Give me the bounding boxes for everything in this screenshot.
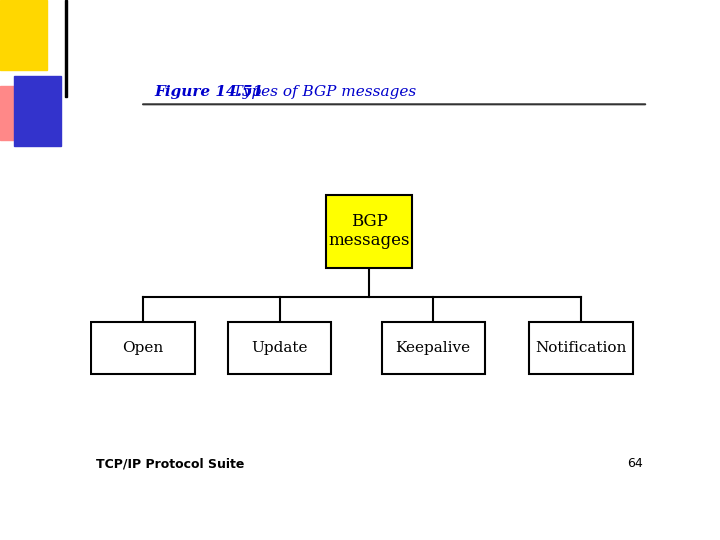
FancyBboxPatch shape — [529, 321, 633, 374]
Text: Notification: Notification — [536, 341, 626, 355]
Text: BGP
messages: BGP messages — [328, 213, 410, 249]
Text: Open: Open — [122, 341, 163, 355]
Text: 64: 64 — [626, 457, 642, 470]
Text: Update: Update — [251, 341, 308, 355]
Text: Types of BGP messages: Types of BGP messages — [218, 85, 417, 99]
Text: TCP/IP Protocol Suite: TCP/IP Protocol Suite — [96, 457, 244, 470]
FancyBboxPatch shape — [91, 321, 194, 374]
FancyBboxPatch shape — [228, 321, 331, 374]
Text: Figure 14.51: Figure 14.51 — [154, 85, 264, 99]
FancyBboxPatch shape — [325, 195, 413, 267]
Text: Keepalive: Keepalive — [395, 341, 471, 355]
FancyBboxPatch shape — [382, 321, 485, 374]
